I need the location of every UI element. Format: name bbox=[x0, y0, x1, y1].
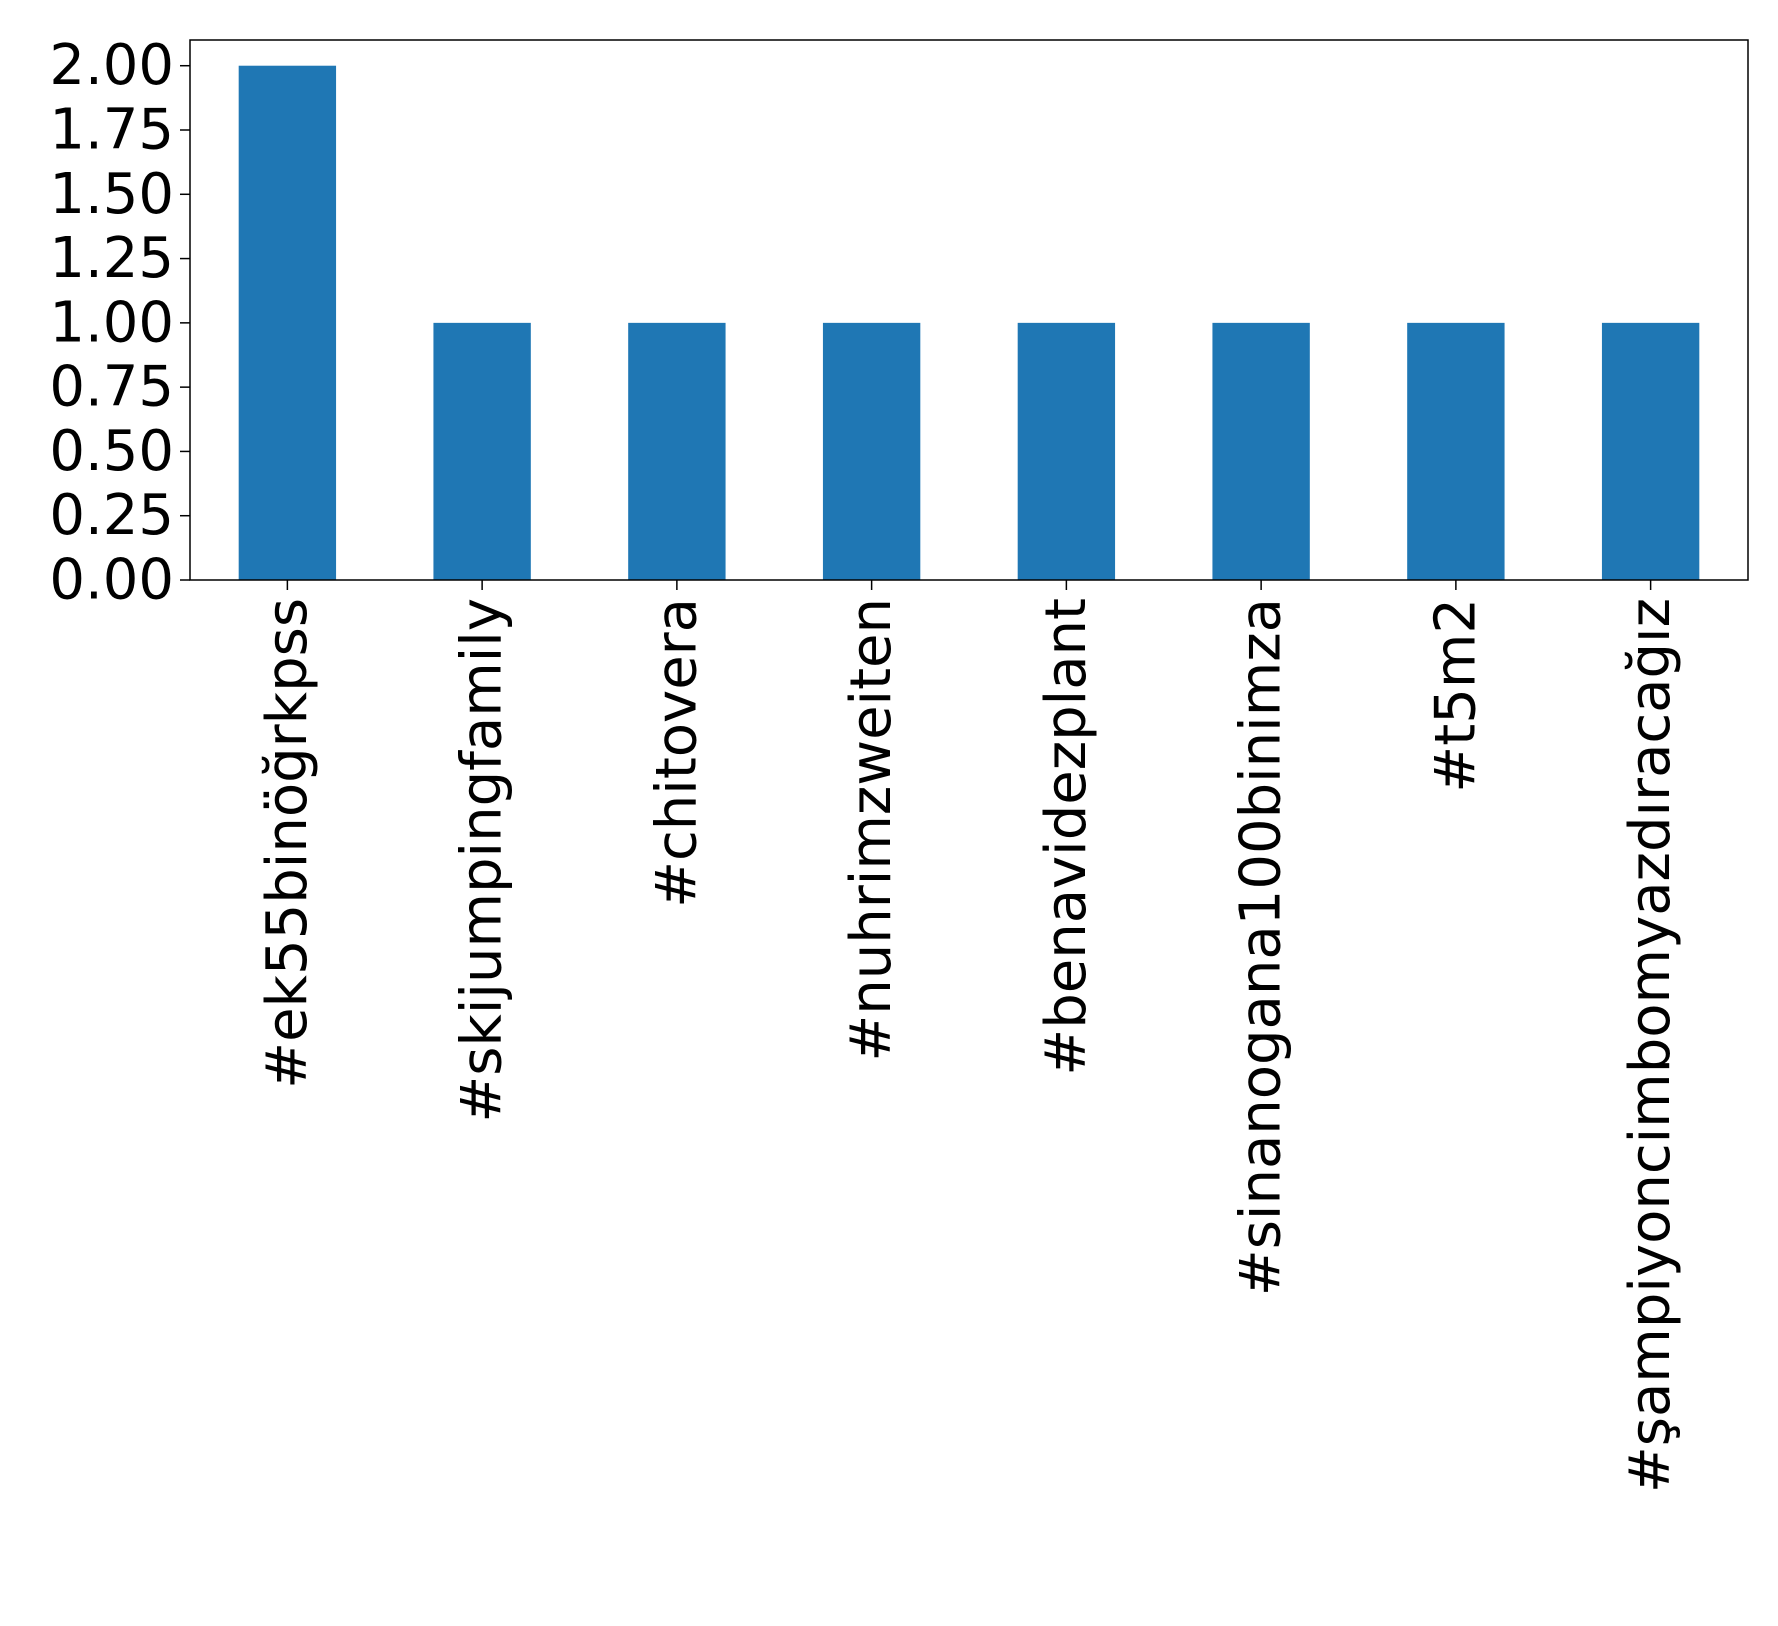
bar bbox=[822, 322, 921, 580]
bar bbox=[238, 65, 337, 580]
plot-frame bbox=[189, 39, 1749, 581]
x-axis: #ek55binöğrkpss #skijumpingfamily #chitove… bbox=[255, 580, 1683, 1493]
y-tick-label: 0.75 bbox=[49, 355, 174, 420]
x-tick-label: #şampiyoncimbomyazdıracağız bbox=[1618, 598, 1683, 1493]
y-tick-label: 0.25 bbox=[49, 483, 174, 548]
y-tick-label: 1.75 bbox=[49, 98, 174, 163]
x-tick-label: #skijumpingfamily bbox=[450, 598, 515, 1123]
y-axis: 0.000.250.500.751.001.251.501.752.00 bbox=[49, 33, 190, 613]
bar bbox=[1017, 322, 1116, 580]
bar bbox=[1601, 322, 1700, 580]
y-tick-label: 2.00 bbox=[49, 33, 174, 98]
bar bbox=[433, 322, 531, 580]
bar bbox=[1407, 322, 1505, 580]
x-tick-label: #benavidezplant bbox=[1034, 598, 1099, 1076]
x-tick-label: #chitovera bbox=[644, 598, 709, 908]
y-tick-label: 0.50 bbox=[49, 419, 174, 484]
x-tick-label: #nuhrimzweiten bbox=[839, 598, 904, 1062]
x-tick-label: #t5m2 bbox=[1423, 598, 1488, 793]
y-tick-label: 1.50 bbox=[49, 162, 174, 227]
bars-layer bbox=[238, 65, 1700, 580]
y-tick-label: 1.25 bbox=[49, 226, 174, 291]
y-tick-label: 1.00 bbox=[49, 290, 174, 355]
bar bbox=[1212, 322, 1310, 580]
y-tick-label: 0.00 bbox=[49, 548, 174, 613]
x-tick-label: #sinanogana100binimza bbox=[1229, 598, 1294, 1296]
bar bbox=[628, 322, 726, 580]
x-tick-label: #ek55binöğrkpss bbox=[255, 598, 320, 1089]
